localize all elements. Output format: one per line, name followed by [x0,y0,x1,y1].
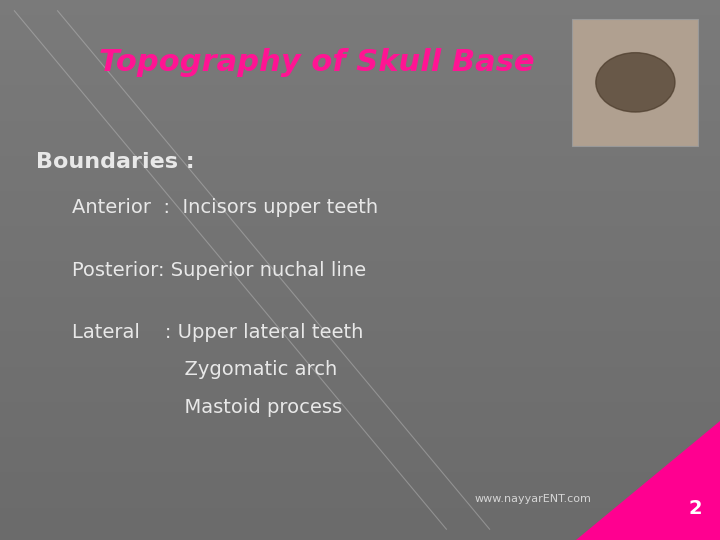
Text: Zygomatic arch: Zygomatic arch [72,360,337,380]
Text: Mastoid process: Mastoid process [72,398,342,417]
Text: Anterior  :  Incisors upper teeth: Anterior : Incisors upper teeth [72,198,378,218]
Text: Boundaries :: Boundaries : [36,152,194,172]
Text: Posterior: Superior nuchal line: Posterior: Superior nuchal line [72,260,366,280]
Text: 2: 2 [688,500,702,518]
Text: Topography of Skull Base: Topography of Skull Base [99,48,534,77]
Polygon shape [576,421,720,540]
Text: www.nayyarENT.com: www.nayyarENT.com [474,495,591,504]
Text: Lateral    : Upper lateral teeth: Lateral : Upper lateral teeth [72,322,364,342]
Circle shape [596,53,675,112]
FancyBboxPatch shape [572,19,698,146]
